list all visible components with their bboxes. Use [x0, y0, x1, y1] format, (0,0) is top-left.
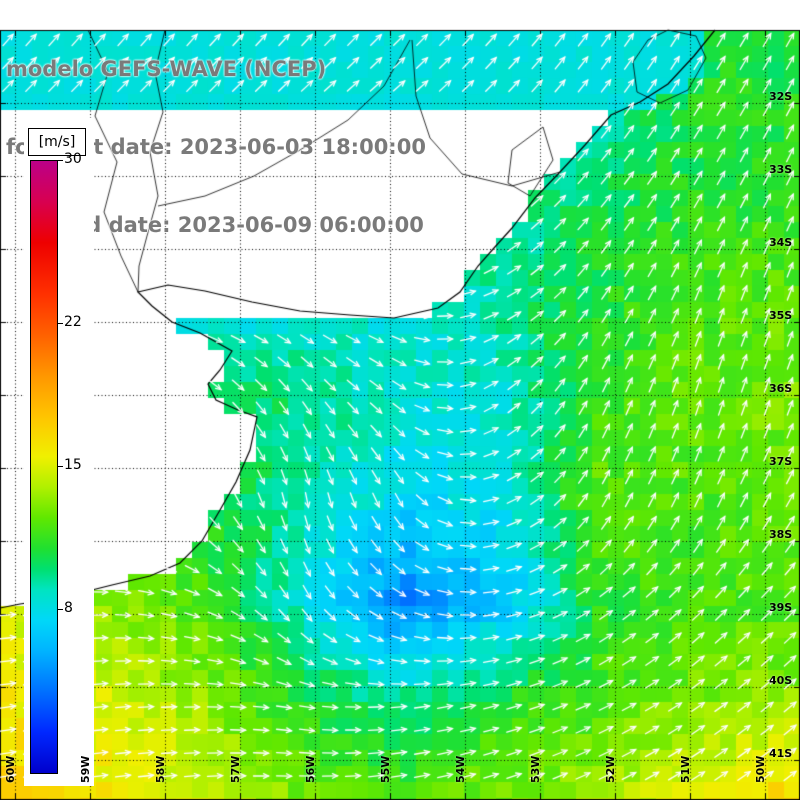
colorbar-unit-label: [m/s]: [28, 128, 86, 156]
lon-label: 54W: [454, 755, 467, 783]
lon-label: 52W: [604, 755, 617, 783]
lon-label: 50W: [754, 755, 767, 783]
lat-label: 36S: [769, 382, 793, 395]
colorbar-gradient: [30, 160, 58, 774]
lon-label: 51W: [679, 755, 692, 783]
lat-label: 34S: [769, 236, 793, 249]
lat-label: 37S: [769, 455, 793, 468]
lon-label: 56W: [304, 755, 317, 783]
colorbar-tick: [57, 160, 63, 161]
lon-label: 55W: [379, 755, 392, 783]
lon-label: 59W: [79, 755, 92, 783]
lat-label: 39S: [769, 601, 793, 614]
colorbar-tick: [57, 466, 63, 467]
lon-label: 53W: [529, 755, 542, 783]
lat-label: 33S: [769, 163, 793, 176]
colorbar-tick-label: 15: [64, 457, 82, 473]
lat-label: 35S: [769, 309, 793, 322]
lat-label: 32S: [769, 90, 793, 103]
lon-label: 58W: [154, 755, 167, 783]
colorbar-tick-label: 30: [64, 151, 82, 167]
lat-label: 40S: [769, 674, 793, 687]
lon-label: 57W: [229, 755, 242, 783]
colorbar-tick: [57, 608, 63, 610]
colorbar-tick: [57, 323, 63, 325]
lat-label: 41S: [769, 747, 793, 760]
lat-label: 38S: [769, 528, 793, 541]
colorbar-tick-label: 22: [64, 314, 82, 331]
model-title: modelo GEFS-WAVE (NCEP): [6, 57, 327, 81]
colorbar-tick-label: 8: [64, 599, 73, 616]
lon-label: 60W: [4, 755, 17, 783]
